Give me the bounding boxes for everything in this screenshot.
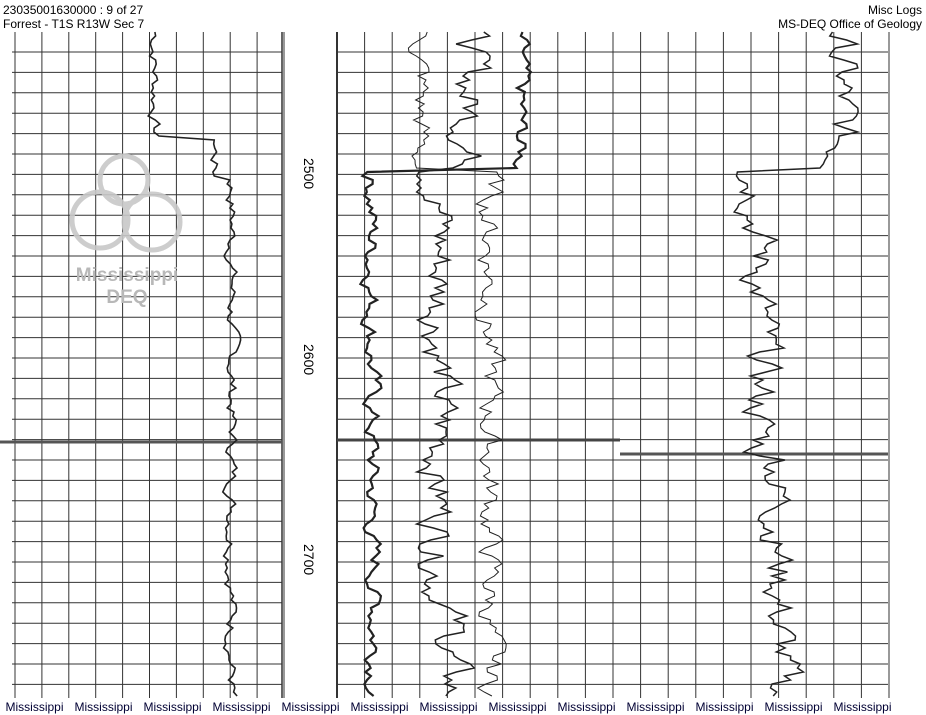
mdeq-logo-icon xyxy=(69,153,183,253)
log-curve xyxy=(407,31,507,697)
footer-text: Mississippi xyxy=(488,700,547,714)
footer-text: Mississippi xyxy=(350,700,409,714)
log-curve xyxy=(732,31,861,697)
footer-text: Mississippi xyxy=(5,700,64,714)
depth-label-2600: 2600 xyxy=(301,344,317,375)
footer-text: Mississippi xyxy=(419,700,478,714)
footer-text: Mississippi xyxy=(557,700,616,714)
log-curve xyxy=(358,31,533,697)
log-curve xyxy=(147,31,242,697)
depth-label-2500: 2500 xyxy=(301,158,317,189)
footer-text: Mississippi xyxy=(74,700,133,714)
watermark-line1: Mississippi xyxy=(75,265,179,286)
log-curve xyxy=(414,31,493,697)
footer-text: Mississippi xyxy=(143,700,202,714)
footer-text: Mississippi xyxy=(626,700,685,714)
footer-text: Mississippi xyxy=(212,700,271,714)
footer-text: Mississippi xyxy=(695,700,754,714)
agency: MS-DEQ Office of Geology xyxy=(778,17,922,31)
well-id: 23035001630000 : 9 of 27 xyxy=(3,3,144,17)
watermark: Mississippi DEQ xyxy=(62,265,192,309)
watermark-line2: DEQ xyxy=(106,287,148,308)
log-type: Misc Logs xyxy=(867,3,922,17)
footer-text: Mississippi xyxy=(281,700,340,714)
footer-text: Mississippi xyxy=(764,700,823,714)
depth-label-2700: 2700 xyxy=(301,544,317,575)
footer-watermark-row: Mississippi Mississippi Mississippi Mississ… xyxy=(0,700,926,714)
log-curves xyxy=(147,31,861,697)
log-grid xyxy=(0,32,890,698)
footer-text: Mississippi xyxy=(833,700,892,714)
well-location: Forrest - T1S R13W Sec 7 xyxy=(3,17,145,31)
